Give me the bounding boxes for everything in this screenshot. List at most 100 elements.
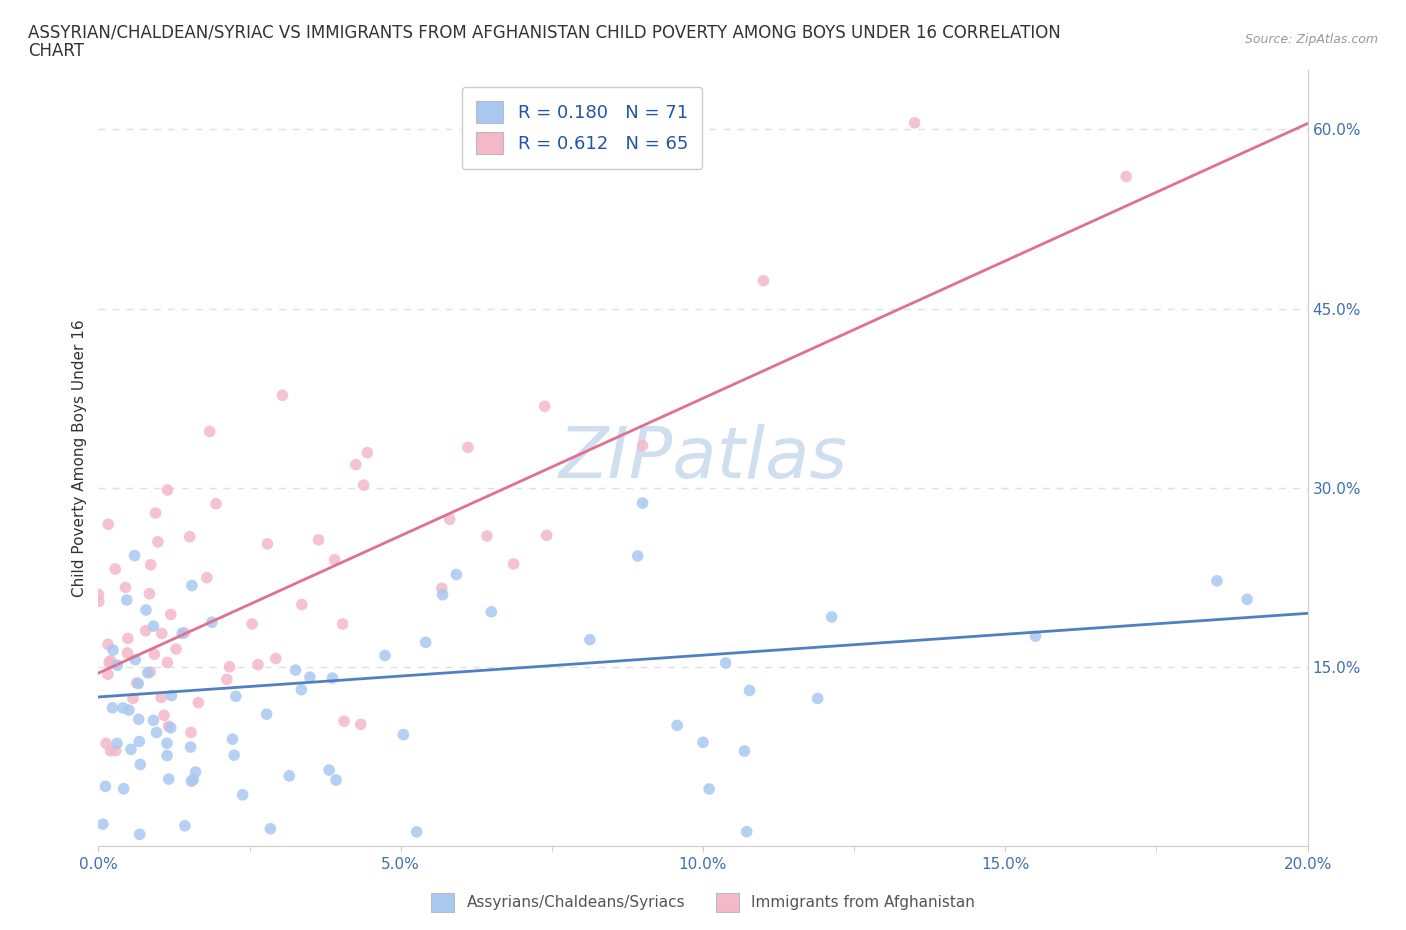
Point xyxy=(115,592,138,607)
Point xyxy=(181,772,204,787)
Point xyxy=(533,399,555,414)
Point xyxy=(432,588,454,603)
Legend: R = 0.180   N = 71, R = 0.612   N = 65: R = 0.180 N = 71, R = 0.612 N = 65 xyxy=(461,86,703,168)
Point xyxy=(124,652,146,667)
Point xyxy=(124,548,146,563)
Point xyxy=(101,700,124,715)
Point xyxy=(392,727,415,742)
Point xyxy=(173,625,195,640)
Point xyxy=(323,552,346,567)
Point xyxy=(821,609,844,624)
Point xyxy=(159,721,181,736)
Point xyxy=(97,517,120,532)
Point xyxy=(198,424,221,439)
Point xyxy=(353,478,375,493)
Text: Source: ZipAtlas.com: Source: ZipAtlas.com xyxy=(1244,33,1378,46)
Point xyxy=(697,781,720,796)
Point xyxy=(122,691,145,706)
Point xyxy=(256,537,278,551)
Point xyxy=(232,788,254,803)
Point xyxy=(150,690,173,705)
Point xyxy=(356,445,378,460)
Point xyxy=(184,764,207,779)
Point xyxy=(117,645,139,660)
Point xyxy=(87,587,110,602)
Point xyxy=(125,675,148,690)
Point xyxy=(129,757,152,772)
Point xyxy=(298,670,321,684)
Point xyxy=(98,655,121,670)
Point xyxy=(142,618,165,633)
Point xyxy=(136,666,159,681)
Legend: Assyrians/Chaldeans/Syriacs, Immigrants from Afghanistan: Assyrians/Chaldeans/Syriacs, Immigrants … xyxy=(425,887,981,918)
Point xyxy=(692,735,714,750)
Point xyxy=(105,658,128,672)
Text: ZIPatlas: ZIPatlas xyxy=(558,423,848,493)
Point xyxy=(156,736,179,751)
Point xyxy=(278,768,301,783)
Point xyxy=(160,688,183,703)
Point xyxy=(100,654,122,669)
Point xyxy=(104,562,127,577)
Point xyxy=(752,273,775,288)
Point xyxy=(195,570,218,585)
Point xyxy=(333,713,356,728)
Point xyxy=(225,689,247,704)
Point xyxy=(631,496,654,511)
Point xyxy=(139,665,162,680)
Point xyxy=(457,440,479,455)
Point xyxy=(111,700,134,715)
Point xyxy=(221,732,243,747)
Point xyxy=(264,651,287,666)
Point xyxy=(94,736,117,751)
Point xyxy=(174,818,197,833)
Point xyxy=(1115,169,1137,184)
Point xyxy=(240,617,263,631)
Point xyxy=(156,655,179,670)
Point xyxy=(904,115,927,130)
Point xyxy=(138,586,160,601)
Point xyxy=(415,635,437,650)
Point xyxy=(128,711,150,726)
Point xyxy=(187,696,209,711)
Point xyxy=(271,388,294,403)
Point xyxy=(475,528,498,543)
Point xyxy=(259,821,281,836)
Point xyxy=(143,646,166,661)
Point xyxy=(101,643,124,658)
Point xyxy=(181,578,204,593)
Point xyxy=(714,656,737,671)
Point xyxy=(284,663,307,678)
Point xyxy=(439,512,461,526)
Point xyxy=(128,827,150,842)
Point xyxy=(321,671,343,685)
Point xyxy=(112,781,135,796)
Point xyxy=(318,763,340,777)
Point xyxy=(145,725,167,740)
Point xyxy=(666,718,689,733)
Point xyxy=(91,817,114,831)
Point xyxy=(374,648,396,663)
Point xyxy=(165,642,187,657)
Point xyxy=(180,739,202,754)
Point xyxy=(150,626,173,641)
Point xyxy=(325,773,347,788)
Point xyxy=(579,632,602,647)
Text: ASSYRIAN/CHALDEAN/SYRIAC VS IMMIGRANTS FROM AFGHANISTAN CHILD POVERTY AMONG BOYS: ASSYRIAN/CHALDEAN/SYRIAC VS IMMIGRANTS F… xyxy=(28,23,1062,41)
Point xyxy=(127,676,149,691)
Point xyxy=(502,556,524,571)
Point xyxy=(120,742,142,757)
Point xyxy=(481,604,503,619)
Point xyxy=(290,683,312,698)
Point xyxy=(97,667,120,682)
Point xyxy=(430,581,453,596)
Point xyxy=(157,719,180,734)
Point xyxy=(100,743,122,758)
Point xyxy=(1024,629,1046,644)
Point xyxy=(738,683,761,698)
Point xyxy=(172,626,194,641)
Point xyxy=(97,637,120,652)
Point xyxy=(446,567,468,582)
Point xyxy=(135,623,157,638)
Point xyxy=(218,659,240,674)
